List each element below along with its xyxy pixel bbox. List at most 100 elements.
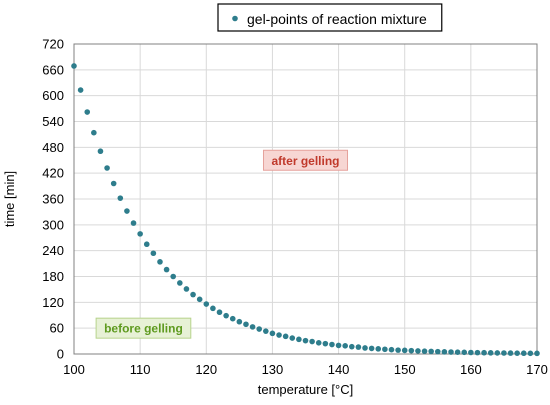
y-axis-title: time [min] [2, 171, 17, 227]
data-point [421, 348, 428, 355]
legend-marker [232, 15, 238, 22]
y-tick-label: 480 [42, 140, 64, 155]
data-point [269, 330, 276, 337]
data-point [415, 348, 421, 354]
data-point [203, 301, 210, 307]
data-point [84, 109, 91, 115]
y-tick-label: 660 [42, 62, 64, 77]
data-point [322, 340, 329, 347]
annotation-label: before gelling [104, 322, 183, 336]
data-point [335, 342, 342, 349]
data-point [362, 345, 368, 351]
annotation: after gelling [262, 149, 349, 171]
data-point [130, 220, 137, 226]
data-point [71, 63, 77, 69]
x-axis-title: temperature [°C] [258, 382, 354, 397]
data-point [110, 180, 117, 187]
annotation-box [262, 149, 349, 171]
data-point [157, 259, 163, 265]
data-point [289, 335, 296, 341]
data-point [481, 349, 487, 356]
y-tick-label: 180 [42, 269, 64, 284]
y-tick-label: 720 [42, 37, 64, 52]
y-tick-label: 60 [50, 321, 64, 336]
data-point [91, 129, 97, 136]
data-point [395, 347, 401, 353]
data-point [329, 341, 335, 348]
data-point [170, 273, 177, 280]
data-point [282, 333, 289, 340]
y-tick-label: 360 [42, 192, 64, 207]
data-point [315, 340, 322, 346]
data-point [210, 305, 216, 312]
data-point [309, 338, 315, 345]
data-point [249, 324, 256, 330]
data-point [408, 347, 415, 354]
y-tick-label: 600 [42, 88, 64, 103]
data-point [507, 350, 514, 356]
x-tick-label: 120 [195, 362, 217, 377]
y-tick-label: 540 [42, 114, 64, 129]
legend-label: gel-points of reaction mixture [247, 11, 427, 27]
data-point [401, 347, 408, 354]
plot-area-border [73, 43, 538, 355]
data-point [243, 321, 249, 328]
data-point [236, 318, 243, 325]
x-tick-label: 150 [394, 362, 416, 377]
data-point [520, 350, 527, 357]
legend-box [217, 3, 443, 32]
data-point [388, 346, 395, 353]
data-point [183, 286, 190, 292]
data-point [137, 231, 143, 237]
data-point [216, 309, 223, 316]
data-point [441, 349, 448, 355]
data-point [163, 266, 170, 273]
data-point [474, 349, 481, 356]
data-point [276, 332, 282, 338]
x-tick-label: 130 [262, 362, 284, 377]
data-point [256, 326, 263, 332]
annotation-label: after gelling [271, 154, 339, 168]
data-point [124, 208, 130, 214]
data-point [349, 343, 355, 350]
data-point [97, 148, 104, 155]
data-point [368, 345, 375, 352]
data-point [514, 350, 520, 356]
x-tick-label: 160 [460, 362, 482, 377]
grid [73, 43, 538, 355]
legend: gel-points of reaction mixture [217, 3, 443, 32]
data-point [468, 349, 474, 356]
data-point [534, 350, 540, 357]
tick-labels: 100 110 120 130 140 150 160 170 0 60 120 180 240 300 3… [42, 37, 548, 378]
data-point [382, 346, 388, 353]
data-point [143, 241, 150, 248]
data-point [296, 336, 302, 343]
y-tick-label: 420 [42, 166, 64, 181]
annotation: before gelling [95, 317, 192, 339]
data-point [117, 195, 124, 201]
data-point [263, 328, 269, 334]
x-tick-label: 100 [63, 362, 85, 377]
data-point [223, 312, 229, 319]
y-tick-label: 240 [42, 243, 64, 258]
data-point [501, 350, 507, 356]
data-point [527, 350, 534, 357]
data-point [461, 349, 468, 356]
data-point [375, 346, 382, 352]
data-point [150, 250, 157, 257]
data-point [104, 165, 110, 171]
data-point [77, 87, 84, 93]
data-point [454, 349, 461, 355]
data-point [302, 337, 309, 344]
data-point [434, 348, 441, 355]
data-point [177, 280, 183, 286]
data-point [428, 348, 434, 355]
data-points [71, 63, 540, 357]
data-point [196, 296, 203, 303]
y-tick-label: 120 [42, 295, 64, 310]
data-point [487, 350, 494, 356]
x-tick-label: 110 [130, 362, 151, 377]
x-tick-label: 170 [526, 362, 548, 377]
data-point [355, 344, 362, 350]
